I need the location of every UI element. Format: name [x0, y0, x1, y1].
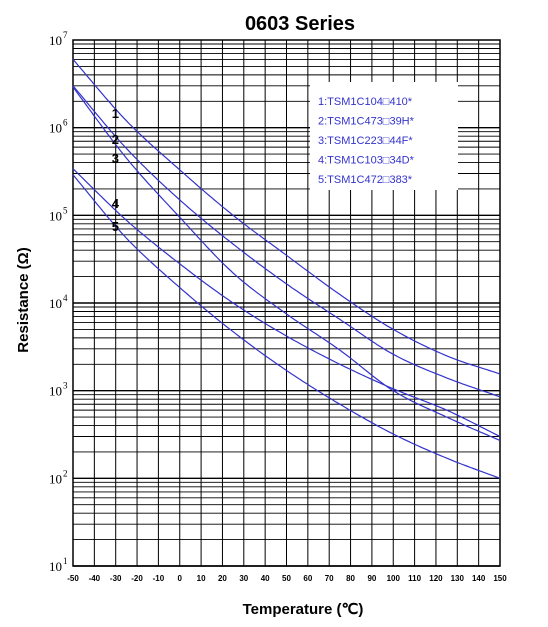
- y-tick-exponent: 1: [63, 556, 68, 566]
- legend-entry: 3:TSM1C223□44F*: [318, 135, 413, 147]
- y-tick-label: 10: [49, 559, 62, 574]
- x-tick-label: 0: [178, 574, 183, 583]
- legend-entry: 2:TSM1C473□39H*: [318, 116, 415, 128]
- x-tick-label: 110: [408, 574, 421, 583]
- x-tick-label: 140: [472, 574, 486, 583]
- series-line-2: [72, 85, 501, 398]
- x-tick-label: -20: [131, 574, 143, 583]
- x-tick-label: 130: [451, 574, 465, 583]
- series-line-5: [72, 174, 501, 479]
- y-axis-title: Resistance (Ω): [15, 247, 32, 352]
- x-tick-label: 20: [218, 574, 227, 583]
- x-axis-title: Temperature (℃): [243, 601, 364, 618]
- legend-entry: 1:TSM1C104□410*: [318, 96, 413, 108]
- x-tick-label: 10: [197, 574, 206, 583]
- series-line-1: [72, 59, 501, 375]
- legend-box: [310, 82, 458, 190]
- x-tick-label: 100: [387, 574, 401, 583]
- x-tick-label: 70: [325, 574, 334, 583]
- curve-label: 5: [112, 219, 119, 234]
- x-tick-label: 90: [367, 574, 376, 583]
- y-tick-exponent: 6: [63, 118, 68, 128]
- x-tick-labels: -50 -40 -30 -20 -10 0 10 20 30 40 50 60 70 80 90 100 110…: [67, 574, 507, 583]
- y-tick-label: 10: [49, 296, 62, 311]
- x-tick-label: 40: [261, 574, 270, 583]
- curve-label: 1: [112, 106, 119, 121]
- y-tick-label: 10: [49, 121, 62, 136]
- y-tick-exponent: 3: [63, 381, 68, 391]
- x-tick-label: -30: [110, 574, 122, 583]
- curve-label: 4: [112, 196, 120, 211]
- y-tick-exponent: 2: [63, 468, 68, 478]
- legend: 1:TSM1C104□410* 2:TSM1C473□39H* 3:TSM1C223…: [318, 96, 415, 186]
- y-tick-label: 10: [49, 471, 62, 486]
- x-tick-label: 30: [239, 574, 248, 583]
- curve-label: 2: [112, 132, 119, 147]
- y-tick-label: 10: [49, 33, 62, 48]
- y-tick-exponent: 4: [63, 293, 68, 303]
- x-tick-label: 80: [346, 574, 355, 583]
- x-tick-label: 120: [429, 574, 443, 583]
- x-tick-label: 50: [282, 574, 291, 583]
- x-tick-label: -10: [153, 574, 165, 583]
- curve-labels: 1 2 3 4 5: [112, 106, 120, 234]
- x-tick-label: -40: [89, 574, 101, 583]
- series-line-3: [72, 86, 501, 442]
- x-tick-label: 60: [303, 574, 312, 583]
- chart-title: 0603 Series: [245, 13, 355, 35]
- x-tick-label: -50: [67, 574, 79, 583]
- y-tick-exponent: 5: [63, 205, 68, 215]
- legend-entry: 5:TSM1C472□383*: [318, 174, 413, 186]
- y-tick-label: 10: [49, 384, 62, 399]
- y-tick-label: 10: [49, 208, 62, 223]
- curve-label: 3: [112, 151, 119, 166]
- series-line-4: [72, 168, 501, 438]
- x-tick-label: 150: [493, 574, 507, 583]
- curves-layer: [72, 59, 501, 479]
- y-tick-exponent: 7: [63, 30, 68, 40]
- legend-entry: 4:TSM1C103□34D*: [318, 155, 415, 167]
